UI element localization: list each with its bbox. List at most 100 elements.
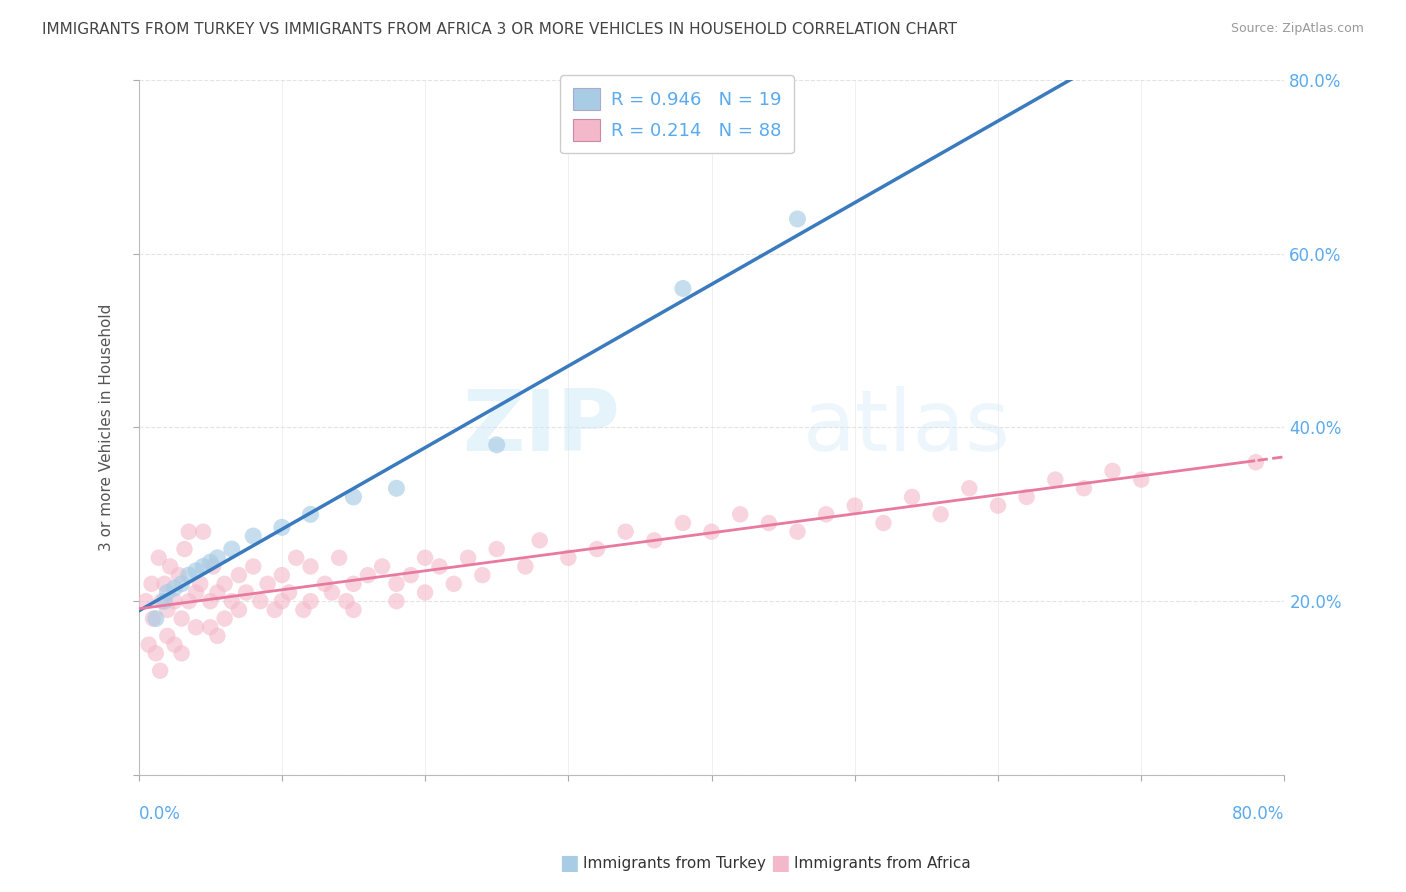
Legend: R = 0.946   N = 19, R = 0.214   N = 88: R = 0.946 N = 19, R = 0.214 N = 88 [561,75,794,153]
Point [135,594,157,608]
Point [163,638,186,652]
Point [235,585,257,599]
Point [957,481,980,495]
Point [170,646,193,660]
Point [357,568,380,582]
Point [672,281,695,295]
Point [263,603,285,617]
Point [1244,455,1267,469]
Point [270,594,292,608]
Point [200,555,222,569]
Point [191,559,214,574]
Text: 80.0%: 80.0% [1232,805,1285,823]
Point [457,550,479,565]
Point [643,533,665,548]
Point [292,603,315,617]
Text: Immigrants from Turkey: Immigrants from Turkey [583,856,766,871]
Point [872,516,894,530]
Point [150,594,173,608]
Point [529,533,551,548]
Point [786,211,808,226]
Point [200,594,222,608]
Point [314,577,336,591]
Point [321,585,343,599]
Point [1015,490,1038,504]
Point [728,508,751,522]
Point [586,542,609,557]
Point [148,550,170,565]
Point [145,611,167,625]
Text: Immigrants from Africa: Immigrants from Africa [794,856,972,871]
Text: 0.0%: 0.0% [139,805,180,823]
Point [149,664,172,678]
Point [170,611,193,625]
Point [672,516,695,530]
Point [815,508,838,522]
Point [299,559,322,574]
Point [188,577,211,591]
Point [614,524,637,539]
Point [385,594,408,608]
Text: atlas: atlas [803,386,1011,469]
Point [786,524,808,539]
Point [270,520,292,534]
Point [700,524,723,539]
Point [901,490,924,504]
Point [299,508,322,522]
Point [200,620,222,634]
Point [214,577,236,591]
Point [202,559,225,574]
Point [342,577,364,591]
Point [177,568,200,582]
Point [328,550,350,565]
Point [221,542,243,557]
Point [159,559,181,574]
Text: ZIP: ZIP [463,386,620,469]
Point [278,585,301,599]
Point [399,568,422,582]
Point [153,577,176,591]
Point [242,559,264,574]
Point [207,629,229,643]
Point [207,550,229,565]
Point [167,568,190,582]
Y-axis label: 3 or more Vehicles in Household: 3 or more Vehicles in Household [100,304,114,551]
Point [1130,473,1153,487]
Point [156,585,179,599]
Point [557,550,579,565]
Point [184,620,207,634]
Point [335,594,357,608]
Point [987,499,1010,513]
Point [138,638,160,652]
Point [191,524,214,539]
Point [485,542,508,557]
Point [342,603,364,617]
Point [184,564,207,578]
Point [443,577,465,591]
Point [385,577,408,591]
Point [429,559,451,574]
Point [758,516,780,530]
Point [177,594,200,608]
Point [156,603,179,617]
Point [1073,481,1095,495]
Text: ■: ■ [770,854,790,873]
Point [163,581,186,595]
Point [385,481,408,495]
Point [413,585,436,599]
Point [153,594,176,608]
Point [342,490,364,504]
Point [156,629,179,643]
Point [141,577,163,591]
Point [471,568,494,582]
Point [249,594,271,608]
Point [221,594,243,608]
Point [145,646,167,660]
Point [256,577,278,591]
Point [1101,464,1123,478]
Point [371,559,394,574]
Point [214,611,236,625]
Point [170,577,193,591]
Text: IMMIGRANTS FROM TURKEY VS IMMIGRANTS FROM AFRICA 3 OR MORE VEHICLES IN HOUSEHOLD: IMMIGRANTS FROM TURKEY VS IMMIGRANTS FRO… [42,22,957,37]
Point [299,594,322,608]
